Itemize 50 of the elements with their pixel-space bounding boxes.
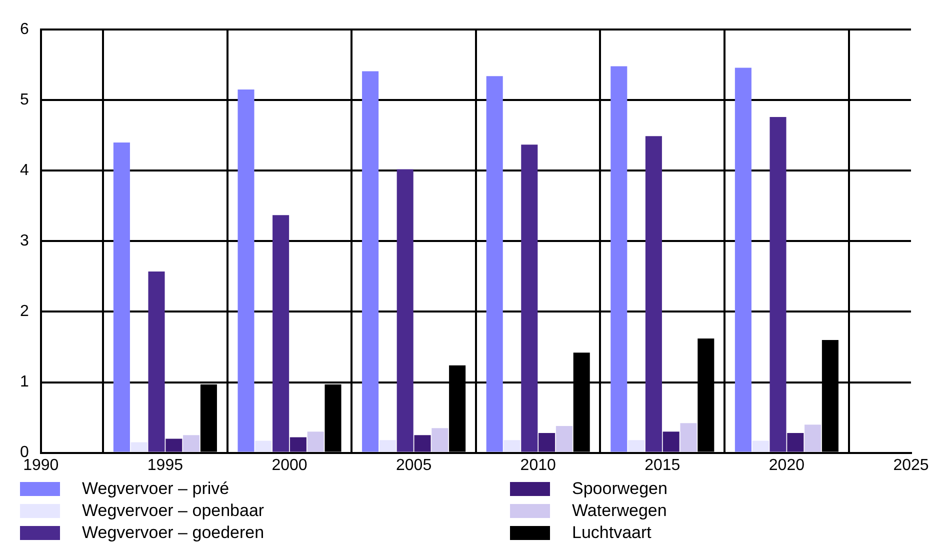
bar bbox=[787, 433, 804, 452]
bar bbox=[610, 66, 628, 452]
bar bbox=[272, 215, 290, 452]
x-tick-label: 2015 bbox=[644, 456, 680, 474]
bar bbox=[166, 438, 182, 452]
y-tick-label: 1 bbox=[20, 374, 29, 391]
legend-label: Waterwegen bbox=[572, 501, 667, 521]
bar bbox=[414, 435, 431, 452]
bar bbox=[379, 440, 396, 452]
bar bbox=[521, 144, 538, 452]
bar bbox=[645, 136, 662, 452]
bar bbox=[183, 435, 200, 452]
y-tick-label: 5 bbox=[20, 92, 29, 109]
bar bbox=[556, 426, 572, 452]
x-tick-label: 2000 bbox=[272, 456, 308, 474]
legend-label: Luchtvaart bbox=[572, 523, 652, 543]
bar bbox=[752, 440, 769, 452]
y-tick-label: 6 bbox=[20, 21, 29, 38]
x-tick-label: 2010 bbox=[520, 456, 556, 474]
bar bbox=[538, 433, 556, 452]
bar bbox=[504, 440, 520, 452]
x-tick-label: 2025 bbox=[893, 456, 929, 474]
x-tick-label: 2005 bbox=[396, 456, 432, 474]
bar bbox=[770, 117, 786, 452]
x-tick-label: 1990 bbox=[23, 456, 59, 474]
bar bbox=[362, 71, 379, 452]
bar bbox=[307, 432, 324, 452]
y-tick-label: 3 bbox=[20, 232, 29, 250]
bar bbox=[255, 440, 272, 452]
legend-label: Spoorwegen bbox=[572, 479, 668, 499]
y-tick-label: 4 bbox=[20, 162, 29, 180]
bar bbox=[734, 68, 752, 452]
bar bbox=[130, 442, 148, 452]
x-tick-label: 2020 bbox=[768, 456, 805, 474]
bar bbox=[432, 428, 448, 452]
bar bbox=[662, 432, 680, 452]
y-tick-label: 2 bbox=[20, 303, 29, 320]
bar bbox=[680, 423, 697, 452]
bar bbox=[113, 142, 130, 452]
bar bbox=[290, 437, 306, 452]
bar bbox=[804, 424, 822, 452]
bar bbox=[148, 272, 165, 452]
legend-label: Wegvervoer – privé bbox=[82, 479, 230, 499]
x-tick-label: 1995 bbox=[147, 456, 184, 474]
bar bbox=[396, 169, 414, 452]
bar bbox=[628, 440, 645, 452]
bar bbox=[238, 90, 254, 452]
bar bbox=[486, 76, 503, 452]
legend-label: Wegvervoer – goederen bbox=[82, 523, 264, 543]
legend-label: Wegvervoer – openbaar bbox=[82, 501, 264, 521]
